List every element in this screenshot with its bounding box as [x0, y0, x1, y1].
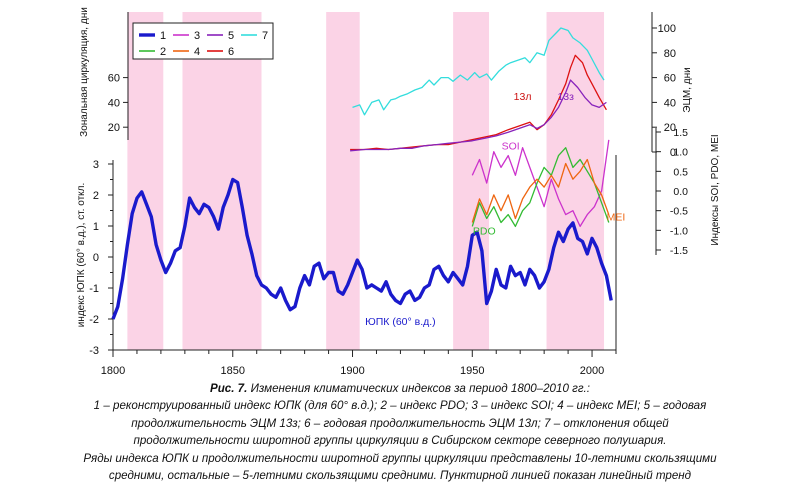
bottom-y-tick-label: 3 [93, 159, 99, 171]
series-1-line [111, 177, 613, 320]
top-right-y-tick-label: 100 [658, 23, 676, 35]
series-annotation: ЮПК (60° в.д.) [365, 316, 436, 328]
bottom-y-tick-label: 2 [93, 190, 99, 202]
legend-label: 5 [228, 30, 234, 42]
shaded-period-0 [127, 12, 164, 350]
x-tick-label: 2000 [580, 365, 604, 377]
legend-label: 4 [194, 46, 200, 58]
series-annotation: SOI [502, 141, 520, 153]
series-annotation: 13з [557, 91, 574, 103]
top-right-y-tick-label: 40 [664, 97, 676, 109]
legend-label: 6 [228, 46, 234, 58]
shaded-period-3 [453, 12, 490, 350]
caption-line-1: 1 – реконструированный индекс ЮПК (для 6… [93, 399, 707, 413]
top-right-y-tick-label: 0 [670, 147, 676, 159]
x-tick-label: 1800 [101, 365, 125, 377]
series-7-line [352, 27, 605, 116]
bottom-y-tick-label: -1 [89, 283, 99, 295]
caption-line-4: Ряды индекса ЮПК и продолжительности шир… [83, 451, 717, 465]
series-annotation: PDO [473, 225, 496, 237]
caption-line-2: продолжительность ЭЦМ 13з; 6 – годовая п… [131, 416, 669, 430]
legend-label: 2 [160, 46, 166, 58]
series-2-line [471, 147, 610, 228]
caption-title: Изменения климатических индексов за пери… [247, 382, 591, 395]
middle-right-axis-title: Индексы SOI, PDO, MEI [710, 134, 721, 245]
top-right-axis-title: ЭЦМ, дни [682, 67, 693, 112]
caption-line-5: средними, остальные – 5-летними скользящ… [108, 469, 692, 483]
caption-line-3: продолжительности широтной группы циркул… [133, 434, 667, 448]
climate-indices-chart: 1800 1850 1900 1950 2000 3 2 1 0 -1 -2 -3 20 40 60 0 20 4… [76, 7, 721, 377]
shaded-period-2 [326, 12, 360, 350]
top-left-axis-title: Зональная циркуляция, дни [79, 7, 90, 137]
bottom-y-tick-label: -2 [89, 314, 99, 326]
middle-right-y-tick-label: 1.0 [673, 147, 688, 159]
top-right-y-tick-label: 60 [664, 73, 676, 85]
top-right-y-tick-label: 20 [664, 122, 676, 134]
top-left-y-tick-label: 20 [108, 122, 120, 134]
figure-label: Рис. 7. [209, 382, 248, 395]
x-tick-label: 1900 [340, 365, 364, 377]
bottom-left-axis-title: индекс ЮПК (60° в.д.), ст. откл. [76, 183, 87, 328]
legend-label: 1 [160, 30, 166, 42]
legend-box [132, 22, 274, 60]
series-annotation: 13л [514, 91, 532, 103]
shaded-period-1 [182, 12, 262, 350]
figure-caption: Рис. 7. Изменения климатических индексов… [0, 380, 800, 484]
bottom-y-tick-label: 0 [93, 252, 99, 264]
series-3-line [471, 139, 610, 228]
series-4-line [471, 158, 610, 223]
legend-label: 3 [194, 30, 200, 42]
middle-right-y-tick-label: -1.5 [670, 245, 688, 257]
bottom-y-tick-label: -3 [89, 345, 99, 357]
series-6-line [350, 54, 607, 151]
top-right-y-tick-label: 80 [664, 48, 676, 60]
top-left-y-tick-label: 40 [108, 97, 120, 109]
middle-right-y-tick-label: 0.0 [673, 186, 688, 198]
middle-right-y-tick-label: -0.5 [670, 206, 688, 218]
middle-right-y-tick-label: 1.5 [673, 127, 688, 139]
legend-label: 7 [262, 30, 268, 42]
caption-title-line: Рис. 7. Изменения климатических индексов… [0, 380, 800, 397]
middle-right-y-tick-label: -1.0 [670, 225, 688, 237]
bottom-y-tick-label: 1 [93, 221, 99, 233]
top-left-y-tick-label: 60 [108, 73, 120, 85]
x-tick-label: 1950 [460, 365, 484, 377]
series-annotation: MEI [607, 212, 626, 224]
x-tick-label: 1850 [221, 365, 245, 377]
middle-right-y-tick-label: 0.5 [673, 166, 688, 178]
series-5-line [350, 79, 607, 152]
